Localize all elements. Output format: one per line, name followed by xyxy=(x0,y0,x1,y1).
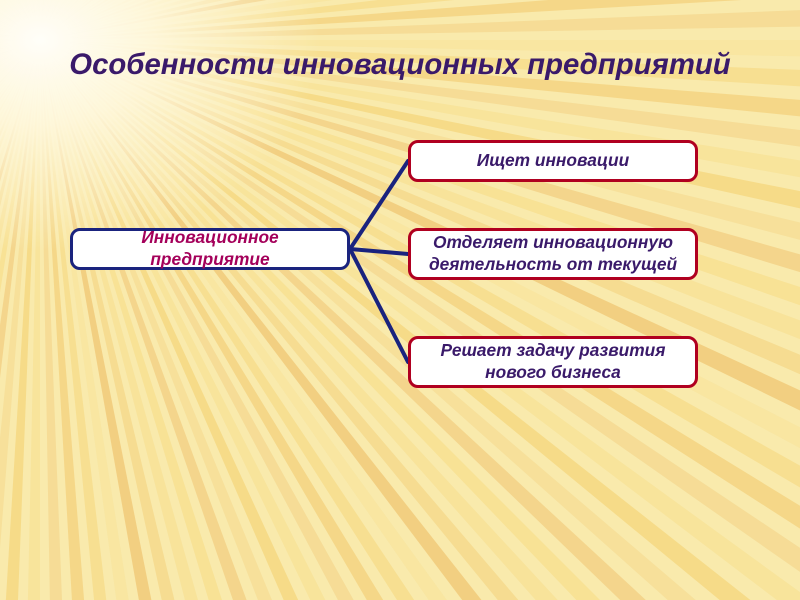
root-node: Инновационное предприятие xyxy=(70,228,350,270)
child-node-c2: Отделяет инновационную деятельность от т… xyxy=(408,228,698,280)
slide-content: Особенности инновационных предприятий Ин… xyxy=(0,0,800,600)
child-node-c1: Ищет инновации xyxy=(408,140,698,182)
child-node-c3: Решает задачу развития нового бизнеса xyxy=(408,336,698,388)
diagram-nodes: Инновационное предприятиеИщет инновацииО… xyxy=(0,0,800,600)
